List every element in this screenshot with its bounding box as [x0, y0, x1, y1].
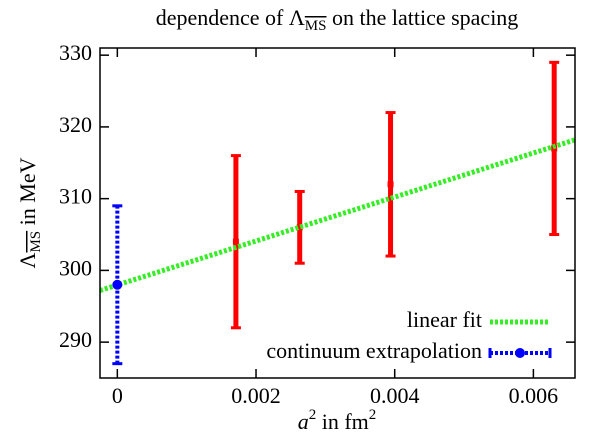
- x-tick-label: 0.006: [509, 383, 559, 408]
- x-axis-label: a2 in fm2: [298, 407, 377, 434]
- y-tick-label: 300: [59, 255, 92, 280]
- y-tick-label: 330: [59, 40, 92, 65]
- chart-title-part: MS: [305, 18, 327, 34]
- x-tick-label: 0: [112, 383, 123, 408]
- point: [296, 224, 303, 231]
- y-tick-label: 310: [59, 184, 92, 209]
- legend-label: continuum extrapolation: [266, 338, 482, 363]
- x-axis-label-part: a: [298, 409, 309, 434]
- chart-title: dependence of ΛMS on the lattice spacing: [156, 5, 519, 34]
- x-tick-label: 0.004: [370, 383, 420, 408]
- chart-title-part: dependence of Λ: [156, 5, 305, 30]
- y-axis-label-part: MS: [28, 231, 44, 253]
- y-tick-label: 320: [59, 112, 92, 137]
- y-axis-label-part: in MeV: [15, 157, 40, 230]
- y-axis-label: ΛMS in MeV: [15, 157, 44, 268]
- x-axis-label-part: in fm: [316, 409, 369, 434]
- plot-frame: [99, 47, 576, 379]
- legend-label: linear fit: [407, 307, 482, 332]
- y-tick-label: 290: [59, 327, 92, 352]
- point: [232, 238, 239, 245]
- point: [112, 279, 123, 290]
- point: [387, 181, 394, 188]
- x-axis-label-part: 2: [369, 407, 377, 423]
- chart-title-part: on the lattice spacing: [326, 5, 518, 30]
- legend-swatch: [515, 348, 525, 358]
- y-axis-label-part: Λ: [15, 252, 40, 268]
- x-tick-label: 0.002: [231, 383, 281, 408]
- fit-line: [100, 137, 575, 293]
- x-axis-label-part: 2: [309, 407, 317, 423]
